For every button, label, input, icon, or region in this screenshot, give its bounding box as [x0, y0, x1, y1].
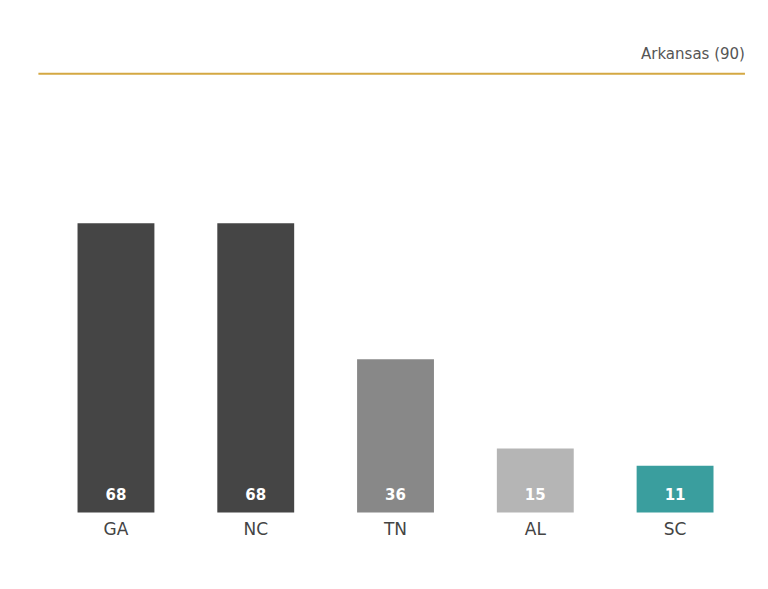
svg-text:SC: SC: [664, 519, 687, 539]
svg-text:15: 15: [525, 486, 546, 504]
svg-text:GA: GA: [104, 519, 129, 539]
svg-text:Arkansas (90): Arkansas (90): [641, 45, 745, 63]
svg-text:NC: NC: [243, 519, 268, 539]
svg-text:AL: AL: [525, 519, 547, 539]
svg-text:11: 11: [665, 486, 686, 504]
svg-text:36: 36: [385, 486, 406, 504]
svg-text:68: 68: [106, 486, 127, 504]
svg-text:TN: TN: [383, 519, 407, 539]
svg-text:68: 68: [245, 486, 266, 504]
